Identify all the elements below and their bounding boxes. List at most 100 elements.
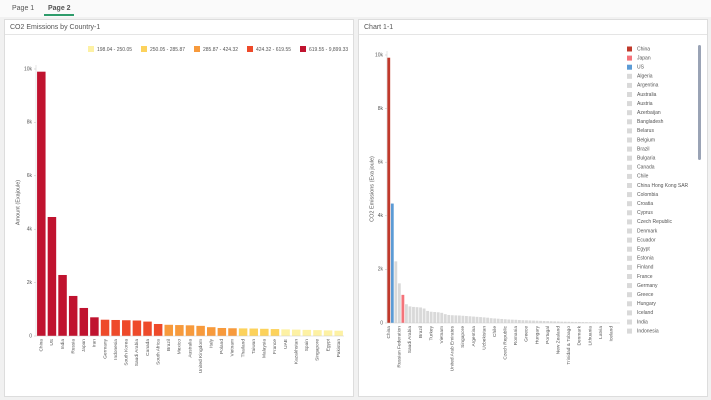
x-tick-label: Russian Federation — [397, 326, 403, 368]
tab-active[interactable]: Page 2 — [48, 5, 71, 12]
x-tick-label: India — [60, 339, 66, 350]
bar — [443, 314, 447, 323]
bar — [468, 316, 472, 323]
y-tick-label: 10k — [375, 52, 384, 58]
x-tick-label: Germany — [102, 338, 108, 358]
legend-label: Iceland — [637, 310, 653, 316]
bar — [517, 320, 521, 323]
legend-label: China — [637, 46, 650, 52]
bar — [450, 315, 454, 323]
legend-swatch — [627, 201, 632, 207]
bar — [387, 57, 391, 324]
bar — [302, 329, 312, 336]
y-tick-label: 2k — [378, 267, 384, 273]
legend-label: 198.04 - 250.05 — [97, 47, 132, 53]
x-tick-label: United Kingdom — [198, 339, 204, 373]
x-tick-label: Denmark — [577, 325, 583, 345]
x-tick-label: Hungary — [534, 325, 540, 344]
x-tick-label: Russia — [70, 339, 76, 354]
bar — [37, 71, 46, 336]
x-tick-label: Japan — [81, 339, 87, 352]
bar — [143, 321, 152, 336]
legend-label: Algeria — [637, 74, 653, 80]
legend-label: Egypt — [637, 247, 650, 253]
bar — [206, 327, 216, 336]
legend-label: Japan — [637, 55, 651, 61]
legend-swatch — [627, 64, 632, 70]
x-tick-label: Iran — [92, 339, 98, 348]
legend-swatch — [300, 46, 306, 52]
x-tick-label: Brazil — [418, 326, 424, 338]
bar — [405, 304, 408, 323]
bar — [122, 320, 131, 336]
bar — [447, 314, 451, 323]
bar — [528, 320, 532, 323]
y-tick-label: 0 — [380, 320, 383, 326]
bar — [270, 329, 280, 336]
x-tick-label: Canada — [145, 339, 151, 356]
bar — [500, 318, 504, 323]
bar — [560, 321, 564, 323]
bar — [479, 317, 482, 323]
bar — [419, 307, 422, 323]
legend-swatch — [627, 82, 632, 88]
legend-swatch — [627, 128, 632, 134]
bar — [535, 320, 539, 323]
x-tick-label: China — [386, 326, 392, 339]
chart-title: Chart 1-1 — [364, 24, 393, 31]
x-tick-label: Iceland — [608, 326, 614, 342]
bar — [549, 321, 553, 323]
x-tick-label: South Korea — [124, 339, 130, 366]
y-tick-label: 6k — [27, 173, 33, 179]
tab[interactable]: Page 1 — [12, 5, 34, 12]
legend-swatch — [627, 310, 632, 316]
legend-swatch — [627, 283, 632, 289]
legend-swatch — [627, 192, 632, 198]
bar — [415, 307, 419, 323]
legend-swatch — [194, 46, 200, 52]
legend-label: Finland — [637, 265, 654, 271]
legend-swatch — [627, 210, 632, 216]
legend-label: France — [637, 274, 653, 280]
x-tick-label: UAE — [283, 339, 289, 349]
x-tick-label: Uzbekistan — [481, 326, 487, 350]
bar — [546, 321, 550, 323]
legend-label: Colombia — [637, 192, 658, 198]
x-tick-label: Chile — [492, 326, 498, 337]
x-tick-label: Singapore — [315, 339, 321, 361]
legend-label: Croatia — [637, 201, 653, 207]
bar — [595, 322, 599, 323]
legend-label: Azerbaijan — [637, 110, 661, 116]
x-tick-label: Latvia — [598, 326, 604, 339]
legend-swatch — [627, 173, 632, 179]
legend-swatch — [627, 46, 632, 52]
bar — [556, 321, 560, 323]
legend-label: 250.05 - 285.87 — [150, 47, 185, 53]
y-tick-label: 6k — [378, 160, 384, 166]
bar — [401, 294, 405, 323]
bar — [570, 321, 574, 323]
x-tick-label: Pakistan — [336, 339, 342, 358]
bar — [394, 261, 398, 323]
bar — [599, 322, 602, 323]
x-tick-label: Singapore — [460, 326, 466, 348]
x-tick-label: Taiwan — [251, 339, 257, 354]
bar — [489, 318, 493, 323]
legend-swatch — [247, 46, 253, 52]
bar — [408, 306, 412, 323]
legend-label: China Hong Kong SAR — [637, 183, 689, 189]
x-tick-label: US — [49, 339, 55, 346]
bar — [457, 315, 461, 323]
x-tick-label: Indonesia — [113, 339, 119, 360]
scrollbar[interactable] — [698, 45, 701, 160]
legend-label: Belarus — [637, 128, 654, 134]
bar — [581, 322, 585, 323]
x-tick-label: Mexico — [177, 339, 183, 355]
bar — [323, 330, 333, 336]
bar — [525, 320, 528, 323]
bar — [567, 321, 571, 323]
x-tick-label: South Africa — [155, 339, 161, 365]
bar — [472, 316, 475, 323]
x-tick-label: Spain — [304, 339, 310, 352]
x-tick-label: Egypt — [325, 338, 331, 351]
